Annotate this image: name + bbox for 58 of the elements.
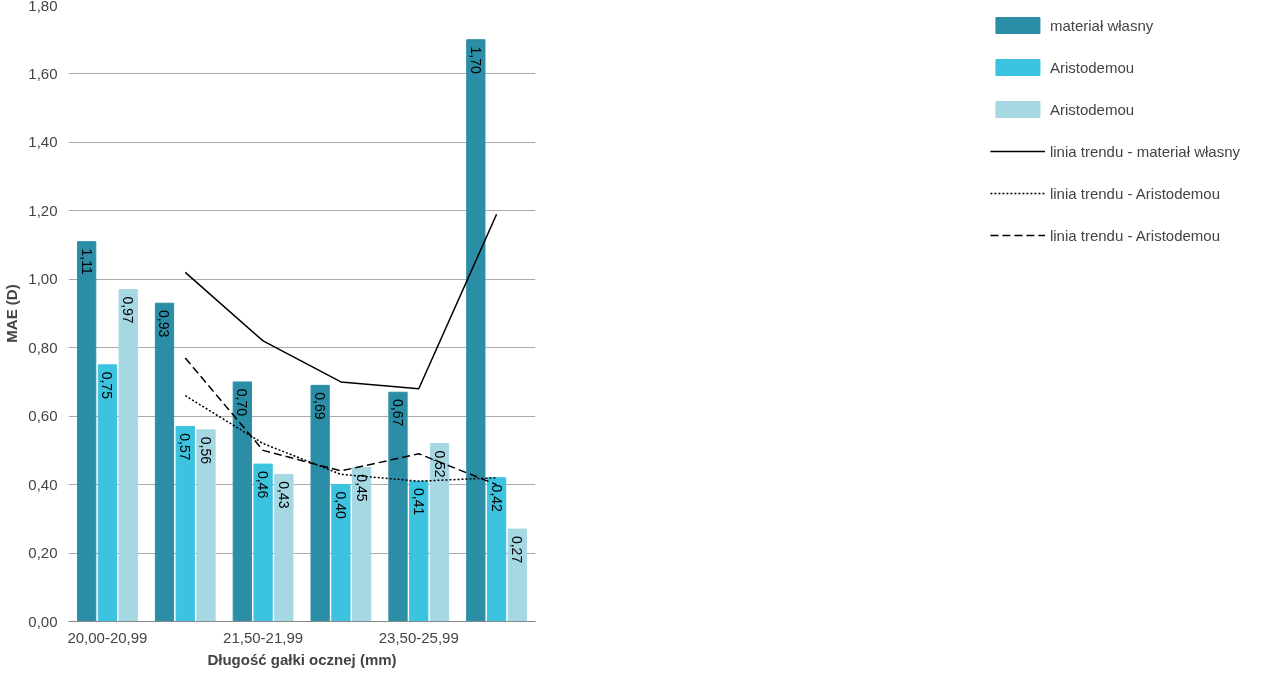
bar [507, 528, 527, 622]
bar [409, 480, 429, 622]
bar [310, 384, 330, 622]
bar [274, 473, 294, 622]
data-label: 0,45 [353, 474, 370, 502]
legend-label: Aristodemou [1049, 58, 1135, 76]
data-label: 0,70 [234, 388, 251, 417]
data-label: 0,42 [488, 484, 505, 513]
y-axis-title: MAE (D) [3, 284, 21, 343]
bar [175, 425, 195, 622]
bar [466, 39, 486, 622]
bar [486, 477, 507, 622]
y-tick-label: 1,00 [28, 270, 58, 288]
bar [154, 302, 175, 622]
bar [232, 381, 252, 622]
data-label: 0,43 [275, 481, 292, 509]
y-tick-label: 0,80 [28, 338, 58, 356]
y-tick-label: 1,80 [28, 0, 58, 14]
y-tick-label: 1,20 [28, 201, 58, 219]
y-tick-label: 1,40 [28, 133, 58, 151]
bar [118, 289, 138, 622]
data-label: 0,93 [156, 310, 173, 338]
data-label: 1,70 [467, 46, 484, 75]
data-label: 0,41 [410, 488, 427, 516]
legend-label: materiał własny [1049, 16, 1154, 34]
x-axis-title: Długość gałki ocznej (mm) [207, 650, 397, 668]
bar [429, 443, 450, 622]
data-label: 0,40 [332, 491, 349, 519]
data-label: 0,69 [312, 392, 329, 420]
data-label: 0,97 [120, 296, 137, 324]
y-tick-label: 1,60 [28, 64, 58, 82]
legend-label: linia trendu - materiał własny [1049, 142, 1240, 160]
data-label: 0,67 [389, 399, 406, 427]
data-label: 0,56 [198, 436, 215, 465]
bar [331, 484, 351, 622]
bar [97, 364, 118, 622]
legend-label: Aristodemou [1049, 100, 1135, 118]
bar [253, 463, 273, 622]
x-tick-label: 20,00-20,99 [67, 628, 148, 646]
y-tick-label: 0,00 [28, 612, 58, 630]
x-tick-label: 21,50-21,99 [223, 628, 304, 646]
line-series [184, 213, 498, 390]
data-label: 0,57 [177, 433, 194, 461]
y-tick-label: 0,20 [28, 544, 58, 562]
data-label: 0,75 [99, 371, 116, 400]
data-label: 0,46 [255, 470, 272, 499]
legend-label: linia trendu - Aristodemou [1049, 184, 1221, 202]
bar [352, 467, 372, 622]
bar [196, 429, 216, 622]
data-label: 0,27 [509, 535, 526, 564]
data-label: 0,52 [431, 450, 448, 478]
bar [388, 391, 408, 622]
data-label: 1,11 [78, 248, 95, 275]
y-tick-label: 0,40 [28, 475, 58, 493]
bar [77, 241, 97, 622]
legend-label: linia trendu - Aristodemou [1049, 226, 1221, 244]
y-tick-label: 0,60 [28, 407, 58, 425]
x-tick-label: 23,50-25,99 [378, 628, 459, 646]
